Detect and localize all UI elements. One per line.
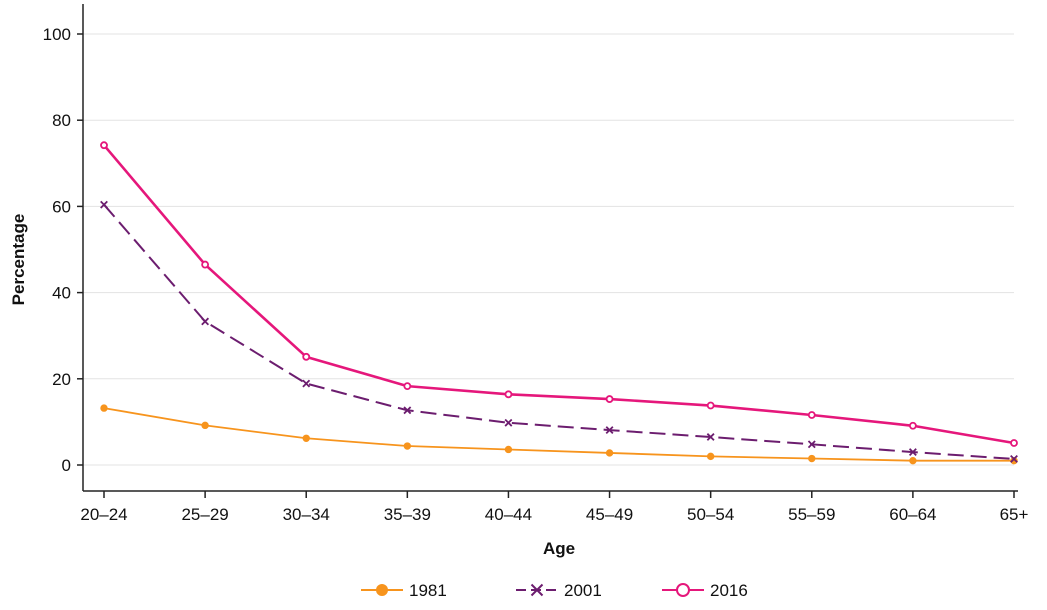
data-point-2016 — [605, 395, 614, 403]
data-point-2016 — [807, 411, 816, 419]
y-tick-label: 0 — [62, 456, 71, 475]
legend: 1981 2001 2016 — [361, 581, 748, 600]
legend-label: 1981 — [409, 581, 447, 600]
data-point-2016 — [403, 382, 412, 391]
y-tick-label: 80 — [52, 111, 71, 130]
gridlines — [83, 33, 1014, 466]
data-point-1981 — [909, 456, 917, 465]
x-tick-label: 25–29 — [181, 505, 228, 524]
series-line-2016 — [103, 144, 1015, 445]
data-point-2001 — [1010, 455, 1018, 463]
data-point-2016 — [706, 401, 715, 410]
data-point-2016 — [504, 390, 513, 399]
legend-item-1981: 1981 — [361, 581, 447, 600]
x-tick-label: 55–59 — [788, 505, 835, 524]
x-tick-label: 30–34 — [283, 505, 330, 524]
data-point-1981 — [605, 449, 614, 457]
legend-marker — [376, 584, 388, 596]
data-point-2001 — [807, 440, 816, 449]
legend-label: 2001 — [564, 581, 602, 600]
data-point-2016 — [302, 352, 311, 361]
data-point-2016 — [1010, 439, 1018, 447]
legend-marker — [530, 583, 544, 597]
x-tick-label: 50–54 — [687, 505, 734, 524]
series-line-1981 — [103, 407, 1014, 462]
x-tick-label: 35–39 — [384, 505, 431, 524]
data-point-1981 — [201, 421, 209, 430]
data-point-2001 — [706, 433, 715, 441]
series-lines — [103, 144, 1015, 462]
data-point-1981 — [504, 445, 513, 454]
data-point-2001 — [605, 426, 614, 435]
legend-marker — [676, 583, 690, 597]
data-point-2001 — [908, 448, 917, 457]
data-point-2001 — [302, 379, 311, 388]
series-line-2001 — [103, 204, 1015, 460]
data-point-1981 — [403, 442, 412, 450]
data-point-2001 — [403, 406, 412, 415]
data-point-2001 — [201, 317, 210, 326]
axes — [82, 4, 1018, 492]
y-tick-label: 40 — [52, 284, 71, 303]
x-tick-label: 60–64 — [889, 505, 936, 524]
x-tick-label: 65+ — [1000, 505, 1029, 524]
data-point-2016 — [908, 421, 917, 430]
y-axis-ticks: 0 20 40 60 80 100 — [43, 25, 83, 475]
x-axis-ticks: 20–24 25–29 30–34 35–39 40–44 45–49 50–54 55–59… — [80, 491, 1028, 524]
data-point-1981 — [706, 452, 715, 461]
y-axis-title: Percentage — [9, 214, 28, 306]
data-point-2016 — [100, 141, 108, 150]
data-point-1981 — [1010, 456, 1018, 465]
data-point-1981 — [808, 454, 816, 463]
legend-item-2001: 2001 — [516, 581, 602, 600]
y-tick-label: 60 — [52, 197, 71, 216]
y-tick-label: 100 — [43, 25, 71, 44]
data-point-2001 — [504, 418, 513, 427]
x-axis-title: Age — [543, 539, 575, 558]
data-point-1981 — [302, 434, 310, 442]
legend-item-2016: 2016 — [662, 581, 748, 600]
data-point-2016 — [201, 260, 210, 269]
x-tick-label: 20–24 — [80, 505, 127, 524]
series-markers — [100, 141, 1018, 465]
legend-label: 2016 — [710, 581, 748, 600]
x-tick-label: 40–44 — [485, 505, 532, 524]
y-tick-label: 20 — [52, 370, 71, 389]
data-point-2001 — [100, 200, 108, 209]
data-point-1981 — [100, 404, 108, 412]
x-tick-label: 45–49 — [586, 505, 633, 524]
